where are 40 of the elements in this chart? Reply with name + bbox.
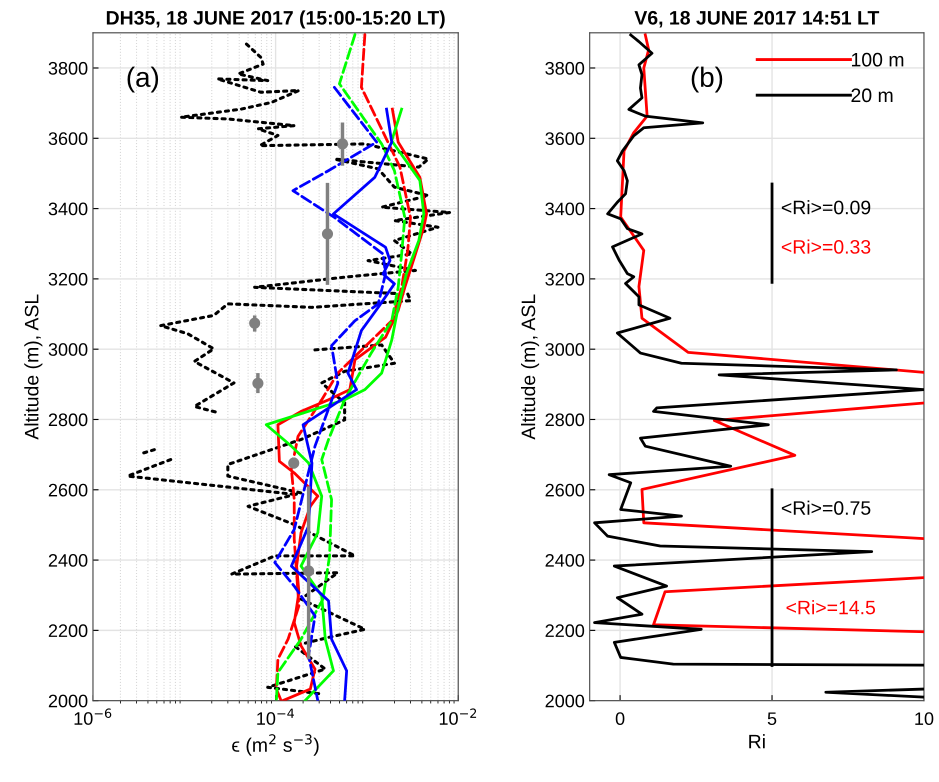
x-tick-label: 10 — [915, 712, 934, 726]
annotation: <Ri>=0.09 — [782, 200, 870, 214]
legend-label: 100 m — [852, 52, 904, 67]
y-tick-label: 2400 — [546, 554, 584, 567]
y-tick-label: 3800 — [48, 62, 88, 75]
y-tick-label: 2400 — [48, 554, 88, 567]
x-axis-title: ϵ (m$^{2}$ s$^{−3}$) — [232, 734, 319, 756]
y-tick-label: 2600 — [546, 484, 584, 496]
y-tick-label: 3000 — [48, 343, 88, 356]
y-tick-label: 3600 — [48, 132, 88, 146]
x-tick-label: 0 — [616, 712, 624, 726]
y-axis-title: Altitude (m), ASL — [24, 294, 42, 440]
x-axis-title: Ri — [749, 734, 765, 748]
legend-label: 20 m — [851, 88, 892, 102]
y-tick-label: 3400 — [48, 202, 88, 216]
y-tick-label: 3200 — [48, 272, 88, 286]
y-tick-label: 2000 — [48, 694, 88, 708]
y-tick-label: 2000 — [546, 694, 584, 708]
annotation: <Ri>=0.33 — [782, 239, 870, 254]
y-tick-label: 3600 — [545, 132, 584, 146]
y-axis-title: Altitude (m), ASL — [520, 294, 540, 440]
y-tick-label: 2800 — [48, 413, 88, 426]
chart-title: DH35, 18 JUNE 2017 (15:00-15:20 LT) — [106, 10, 445, 29]
y-tick-label: 2600 — [48, 484, 88, 496]
y-tick-label: 2200 — [546, 624, 584, 638]
annotation: <Ri>=14.5 — [786, 600, 876, 614]
y-tick-label: 2800 — [546, 413, 584, 426]
x-tick-label: 5 — [768, 712, 776, 726]
annotation: (b) — [692, 66, 722, 93]
annotation: (a) — [128, 66, 158, 93]
annotation: <Ri>=0.75 — [782, 500, 870, 515]
x-tick-label: 10$^{−2}$ — [440, 708, 476, 725]
y-tick-label: 3200 — [545, 272, 584, 286]
x-tick-label: 10$^{−4}$ — [257, 708, 294, 725]
y-tick-label: 3800 — [545, 62, 584, 75]
y-tick-label: 3000 — [545, 343, 584, 356]
y-tick-label: 2200 — [48, 624, 88, 638]
chart-title: V6, 18 JUNE 2017 14:51 LT — [634, 10, 880, 28]
y-tick-label: 3400 — [545, 202, 584, 216]
x-tick-label: 10$^{−6}$ — [74, 708, 112, 725]
